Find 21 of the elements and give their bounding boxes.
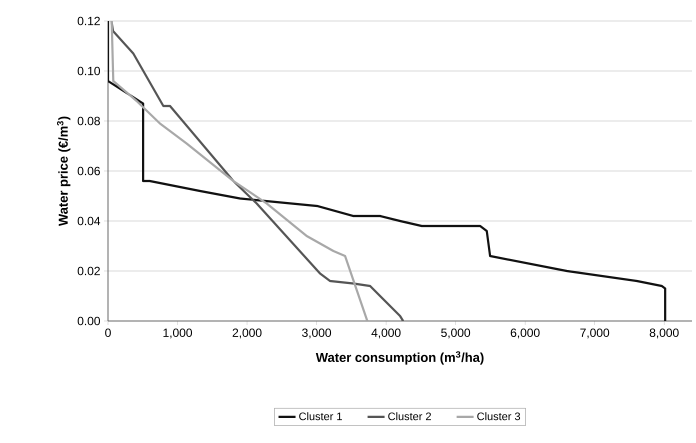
y-tick-label: 0.06 (78, 166, 100, 176)
x-tick-label: 3,000 (302, 328, 332, 338)
y-tick-label: 0.12 (78, 16, 100, 26)
x-tick-label: 0 (105, 328, 111, 337)
x-tick-label: 6,000 (510, 328, 540, 338)
x-tick-label: 7,000 (580, 328, 610, 338)
legend-label: Cluster 1 (299, 412, 342, 420)
x-tick-label: 8,000 (650, 328, 679, 338)
x-tick-label: 4,000 (371, 328, 401, 338)
y-tick-label: 0.02 (78, 266, 100, 276)
x-tick-label: 5,000 (441, 328, 470, 338)
x-axis-title: Water consumption (m$^{3}$/ha) (316, 351, 484, 365)
y-tick-label: 0.00 (78, 316, 100, 326)
y-axis-title: Water price (€/m$^{3}$) (57, 116, 70, 226)
legend-label: Cluster 2 (388, 412, 431, 420)
legend-label: Cluster 3 (477, 412, 520, 420)
y-tick-label: 0.04 (78, 216, 100, 226)
y-tick-label: 0.10 (78, 66, 100, 76)
x-tick-label: 1,000 (163, 328, 192, 338)
x-tick-label: 2,000 (232, 328, 262, 338)
y-tick-label: 0.08 (78, 116, 100, 126)
